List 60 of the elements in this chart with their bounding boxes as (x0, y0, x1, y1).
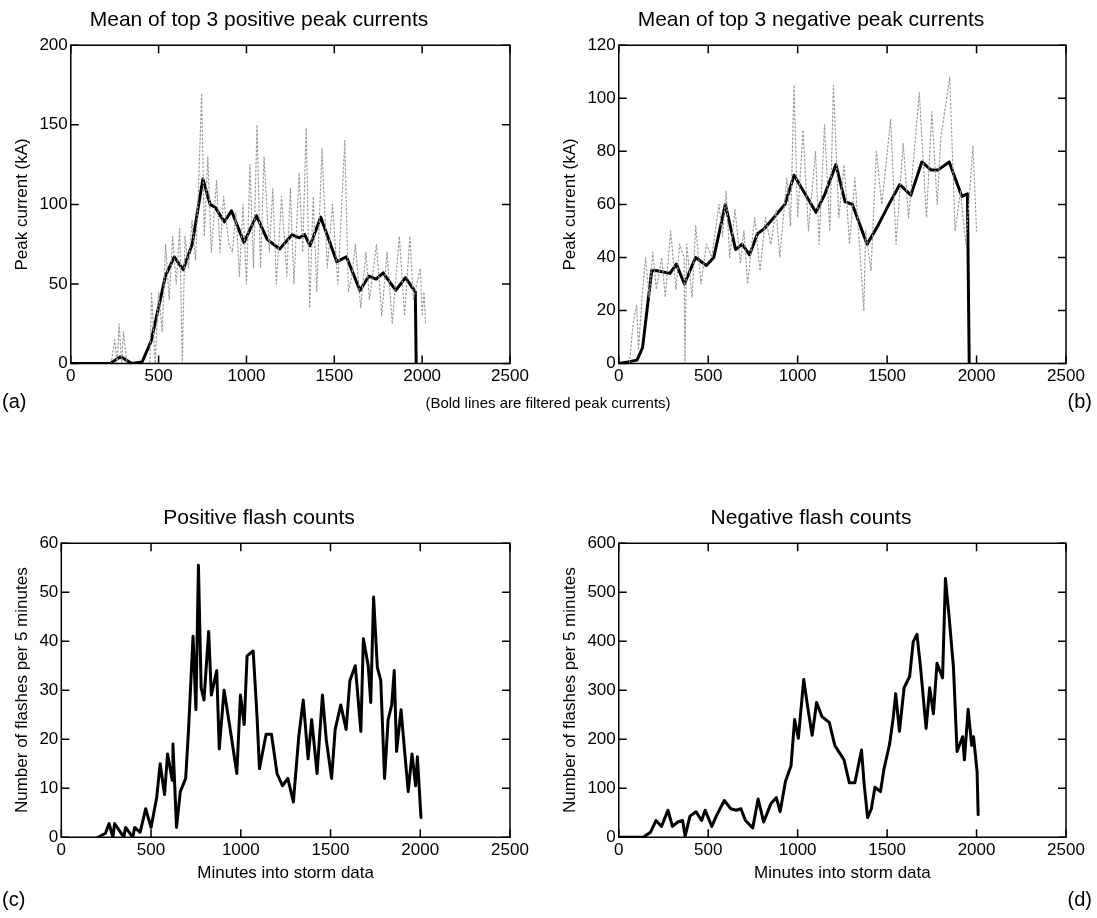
y-axis-title: Number of flashes per 5 minutes (559, 567, 579, 814)
x-axis-title: Minutes into storm data (197, 863, 375, 883)
y-axis-title: Number of flashes per 5 minutes (11, 567, 31, 814)
x-tick-label: 1500 (315, 366, 354, 386)
y-tick-label: 100 (39, 194, 68, 214)
text: (d) (1067, 888, 1092, 911)
y-tick-label: 150 (39, 114, 68, 134)
y-axis-title: Peak current (kA) (11, 138, 31, 271)
y-tick-label: 60 (39, 532, 59, 552)
y-tick-label: 10 (39, 777, 59, 797)
x-axis-title: Minutes into storm data (754, 863, 932, 883)
chart-title: Mean of top 3 positive peak currents (89, 7, 429, 31)
x-tick-label: 1500 (311, 840, 350, 860)
text: (b) (1067, 390, 1092, 413)
y-tick-label: 40 (39, 630, 59, 650)
y-tick-label: 100 (587, 777, 616, 797)
y-tick-label: 20 (596, 300, 616, 320)
y-tick-label: 60 (596, 194, 616, 214)
text: (c) (2, 888, 26, 911)
y-tick-label: 200 (39, 34, 68, 54)
y-tick-label: 0 (58, 353, 68, 373)
x-tick-label: 1000 (778, 840, 817, 860)
x-tick-label: 2500 (1047, 366, 1085, 386)
x-tick-label: 2500 (491, 366, 529, 386)
y-tick-label: 100 (587, 87, 616, 107)
chart-title: Positive flash counts (163, 505, 355, 529)
x-tick-label: 500 (694, 366, 723, 386)
x-tick-label: 500 (694, 840, 723, 860)
x-tick-label: 2000 (401, 840, 440, 860)
x-tick-label: 1500 (868, 366, 907, 386)
x-tick-label: 1000 (227, 366, 266, 386)
x-tick-label: 1000 (778, 366, 817, 386)
y-tick-label: 50 (39, 581, 59, 601)
y-axis-title: Peak current (kA) (559, 138, 579, 271)
y-tick-label: 30 (39, 679, 59, 699)
x-tick-label: 2500 (1047, 840, 1085, 860)
chart-title: Mean of top 3 negative peak currents (637, 7, 985, 31)
x-tick-label: 2000 (957, 366, 996, 386)
y-tick-label: 500 (587, 581, 616, 601)
x-tick-label: 500 (136, 840, 166, 860)
chart-title: Negative flash counts (710, 505, 912, 529)
x-tick-label: 1500 (868, 840, 907, 860)
y-tick-label: 300 (587, 679, 616, 699)
y-tick-label: 50 (48, 273, 68, 293)
x-tick-label: 500 (144, 366, 173, 386)
y-tick-label: 600 (587, 532, 616, 552)
text: (Bold lines are filtered peak currents) (425, 394, 671, 411)
y-tick-label: 400 (587, 630, 616, 650)
y-tick-label: 80 (596, 141, 616, 161)
x-tick-label: 1000 (221, 840, 260, 860)
x-tick-label: 2000 (957, 840, 996, 860)
text: (a) (2, 390, 27, 413)
y-tick-label: 200 (587, 728, 616, 748)
y-tick-label: 20 (39, 728, 59, 748)
y-tick-label: 0 (606, 353, 616, 373)
y-tick-label: 40 (596, 247, 616, 267)
y-tick-label: 0 (606, 826, 616, 846)
y-tick-label: 120 (587, 34, 616, 54)
x-tick-label: 2500 (491, 840, 529, 860)
x-tick-label: 2000 (403, 366, 442, 386)
